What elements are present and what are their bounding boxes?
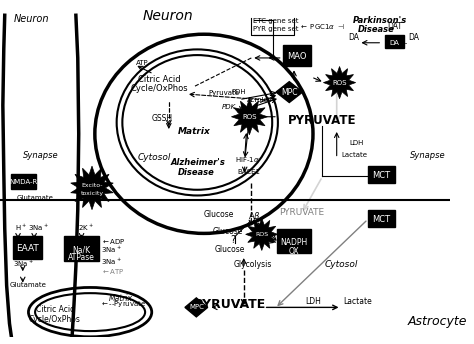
Text: ATP: ATP [136, 60, 148, 66]
Text: PYR gene set: PYR gene set [253, 26, 299, 32]
Text: DA: DA [348, 33, 359, 42]
Text: Pyruvate: Pyruvate [209, 90, 240, 96]
Text: PYRUVATE: PYRUVATE [193, 298, 265, 311]
Text: Parkinson's: Parkinson's [353, 16, 407, 25]
Text: 3Na$^+$: 3Na$^+$ [101, 245, 122, 255]
Text: PDH: PDH [231, 89, 246, 95]
Text: Excito-: Excito- [81, 183, 103, 187]
Text: PYRUVATE: PYRUVATE [279, 208, 324, 217]
Text: 3Na$^+$: 3Na$^+$ [28, 222, 49, 233]
Text: NMDA-R: NMDA-R [9, 179, 38, 185]
Text: 2K$^+$: 2K$^+$ [78, 222, 93, 233]
Text: $\leftarrow$ADP: $\leftarrow$ADP [101, 237, 126, 246]
Text: ETC gene set: ETC gene set [253, 18, 299, 24]
Text: Glucose: Glucose [212, 227, 243, 236]
Text: PDK: PDK [222, 104, 236, 110]
Polygon shape [231, 99, 267, 135]
Text: GSSH: GSSH [152, 114, 173, 122]
Text: A$\beta$: A$\beta$ [248, 210, 261, 223]
FancyBboxPatch shape [64, 236, 99, 261]
Text: ROS: ROS [332, 79, 347, 86]
Text: Cycle/OxPhos: Cycle/OxPhos [130, 84, 188, 93]
FancyBboxPatch shape [283, 45, 311, 65]
Text: Synapse: Synapse [410, 151, 446, 160]
Text: Glutamate: Glutamate [9, 282, 46, 289]
Text: MAO: MAO [287, 52, 307, 61]
FancyBboxPatch shape [368, 210, 394, 227]
Text: ROS: ROS [242, 114, 257, 120]
FancyBboxPatch shape [385, 35, 404, 49]
Text: Matrix: Matrix [109, 294, 133, 303]
Text: Glucose: Glucose [214, 245, 245, 254]
Text: Acrolein: Acrolein [246, 97, 275, 103]
Text: PYRUVATE: PYRUVATE [288, 114, 357, 127]
Text: ROS: ROS [255, 232, 268, 237]
Text: DA: DA [390, 40, 400, 46]
Text: H$^+$: H$^+$ [15, 222, 27, 233]
Text: ATPase: ATPase [68, 252, 95, 262]
Text: BACE1: BACE1 [237, 169, 260, 175]
Text: Glycolysis: Glycolysis [233, 260, 272, 269]
Text: Lactate: Lactate [341, 152, 367, 158]
Text: Glutamate: Glutamate [17, 195, 54, 201]
Text: MPC: MPC [281, 88, 298, 97]
Text: Synapse: Synapse [23, 151, 58, 160]
Text: LDH: LDH [349, 140, 364, 146]
Text: Glucose: Glucose [204, 210, 234, 219]
Text: Disease: Disease [178, 168, 215, 176]
Text: MPC: MPC [189, 304, 204, 310]
FancyBboxPatch shape [13, 236, 42, 259]
FancyBboxPatch shape [11, 174, 36, 189]
Text: Disease: Disease [357, 25, 394, 34]
Text: Na/K: Na/K [73, 245, 91, 254]
Text: Alzheimer's: Alzheimer's [171, 158, 226, 167]
Text: Neuron: Neuron [142, 9, 193, 23]
Text: DA: DA [408, 33, 419, 42]
FancyBboxPatch shape [368, 166, 394, 183]
Text: HIF-1$\alpha$: HIF-1$\alpha$ [235, 155, 260, 164]
Text: $\leftarrow$ PGC1$\alpha$ $\dashv$: $\leftarrow$ PGC1$\alpha$ $\dashv$ [299, 22, 344, 31]
Text: 3Na$^+$: 3Na$^+$ [13, 258, 34, 269]
FancyBboxPatch shape [277, 229, 311, 253]
Text: DAT: DAT [387, 22, 402, 32]
Text: NADPH: NADPH [281, 238, 308, 247]
Text: ?: ? [230, 235, 236, 245]
Text: Matrix: Matrix [178, 127, 211, 136]
Text: MCT: MCT [372, 171, 391, 180]
Text: Neuron: Neuron [13, 14, 49, 24]
Polygon shape [71, 166, 113, 210]
Text: $\leftarrow$--Pyruvate: $\leftarrow$--Pyruvate [100, 299, 146, 310]
Text: toxicity: toxicity [81, 191, 103, 196]
Text: Lactate: Lactate [343, 297, 372, 305]
Text: OX: OX [289, 247, 300, 256]
Text: Cytosol: Cytosol [137, 153, 171, 162]
Text: LDH: LDH [305, 297, 321, 305]
Text: Citric Acid: Citric Acid [36, 305, 74, 314]
Text: $\leftarrow$ATP: $\leftarrow$ATP [101, 267, 125, 276]
Polygon shape [246, 218, 278, 250]
Text: MCT: MCT [372, 215, 391, 224]
Polygon shape [276, 82, 302, 103]
Text: 3Na$^+$: 3Na$^+$ [101, 256, 122, 267]
Text: Cytosol: Cytosol [324, 260, 358, 269]
Text: Cycle/OxPhos: Cycle/OxPhos [29, 315, 81, 324]
Text: Citric Acid: Citric Acid [138, 75, 181, 84]
Polygon shape [323, 66, 356, 99]
Text: EAAT: EAAT [16, 244, 39, 253]
Text: Astrocyte: Astrocyte [408, 315, 467, 329]
Polygon shape [185, 298, 208, 317]
